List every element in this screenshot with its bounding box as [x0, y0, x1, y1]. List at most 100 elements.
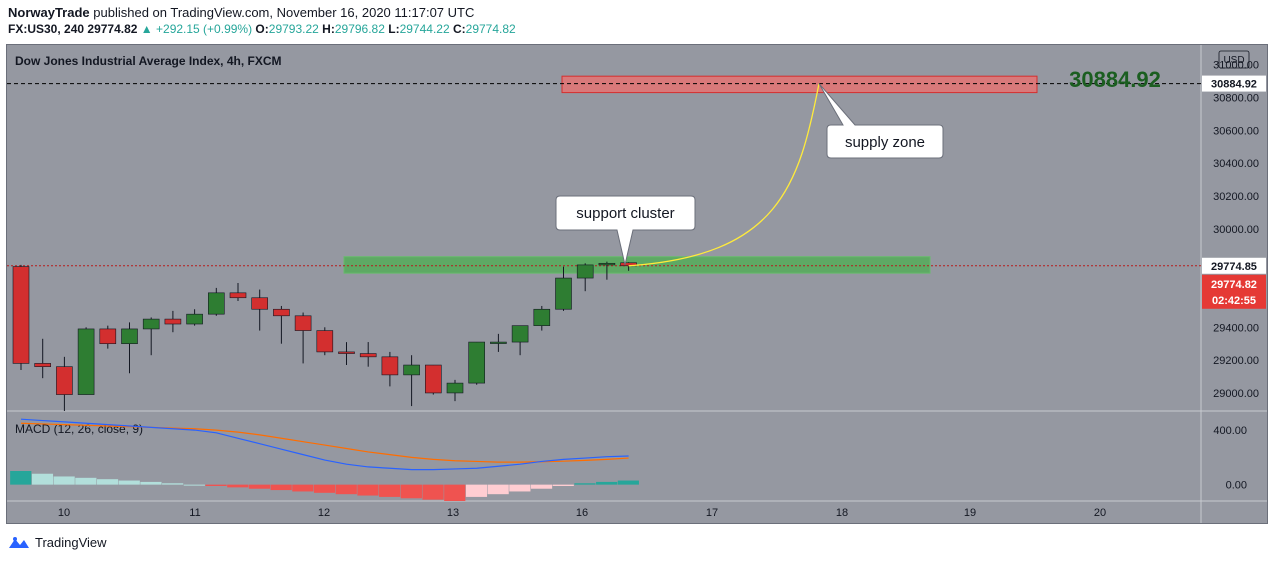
- macd-histogram-bar: [530, 484, 553, 489]
- currency-label: USD: [1223, 55, 1244, 66]
- candle-body: [338, 351, 355, 354]
- macd-histogram-bar: [205, 484, 227, 486]
- candle-body: [620, 262, 637, 267]
- macd-tick-label: 400.00: [1213, 425, 1247, 437]
- candle-body: [403, 364, 420, 376]
- macd-histogram-bar: [487, 484, 509, 495]
- chart-frame: Dow Jones Industrial Average Index, 4h, …: [6, 44, 1268, 524]
- macd-histogram: [10, 471, 639, 501]
- tradingview-logo-icon: [9, 536, 29, 548]
- last-price: 29774.82: [87, 22, 138, 36]
- macd-histogram-bar: [335, 484, 357, 495]
- candle-body: [576, 264, 594, 279]
- macd-axis: 400.00 0.00: [1213, 425, 1247, 492]
- high-label: H:: [322, 22, 335, 36]
- time-tick-label: 17: [706, 507, 718, 519]
- macd-histogram-bar: [118, 480, 140, 485]
- brand-footer[interactable]: TradingView: [8, 535, 107, 550]
- target-price-text: 30884.92: [1069, 67, 1161, 92]
- macd-histogram-bar: [292, 484, 314, 492]
- supply-zone: [561, 75, 1038, 94]
- macd-histogram-bar: [400, 484, 422, 499]
- price-tick-label: 30400.00: [1213, 158, 1259, 170]
- macd-histogram-bar: [422, 484, 444, 500]
- line-tag-bg: [1202, 257, 1266, 274]
- macd-tick-label: 0.00: [1226, 480, 1247, 492]
- macd-histogram-bar: [574, 483, 596, 485]
- candle-body: [251, 297, 268, 310]
- candle-body: [555, 277, 572, 310]
- close-label: C:: [452, 22, 466, 36]
- low-value: 29744.22: [399, 22, 450, 36]
- macd-histogram-bar: [96, 479, 119, 485]
- candle-body: [446, 382, 464, 394]
- line-price-tag: 29774.85: [1202, 257, 1266, 274]
- callout-support-text: support cluster: [576, 205, 674, 222]
- candle-body: [359, 353, 377, 358]
- chart-svg[interactable]: Dow Jones Industrial Average Index, 4h, …: [7, 45, 1267, 523]
- candle-body: [121, 328, 138, 345]
- target-tag-bg: [1202, 75, 1266, 92]
- macd-histogram-bar: [509, 484, 531, 492]
- macd-pane-bg: [7, 411, 1201, 501]
- candle-body: [533, 308, 551, 326]
- macd-histogram-bar: [162, 483, 184, 485]
- macd-histogram-bar: [31, 473, 54, 485]
- price-tick-label: 29000.00: [1213, 388, 1259, 400]
- candle-body: [164, 318, 182, 325]
- candle-body: [273, 308, 290, 317]
- candle-body: [99, 328, 117, 345]
- projection-curve: [628, 83, 820, 267]
- time-axis-bg: [7, 501, 1267, 523]
- last-price-tag: 29774.82 02:42:55: [1202, 274, 1266, 309]
- candle-body: [424, 364, 442, 394]
- callout-support[interactable]: support cluster: [555, 195, 696, 265]
- macd-histogram-bar: [10, 471, 32, 485]
- callout-supply-bubble: [818, 83, 944, 159]
- macd-histogram-bar: [75, 477, 97, 485]
- ohlc-header: FX:US30, 240 29774.82 ▲ +292.15 (+0.99%)…: [8, 22, 516, 36]
- macd-histogram-bar: [379, 484, 401, 497]
- macd-histogram-bar: [444, 484, 466, 501]
- publish-header: NorwayTrade published on TradingView.com…: [8, 5, 474, 20]
- price-tick-label: 30800.00: [1213, 93, 1259, 105]
- candles: [12, 261, 637, 411]
- last-tag-text: 29774.82: [1211, 279, 1257, 291]
- candle-body: [34, 363, 52, 367]
- time-tick-label: 16: [576, 507, 588, 519]
- macd-histogram-bar: [183, 484, 205, 486]
- candle-body: [186, 313, 203, 325]
- price-tick-label: 30600.00: [1213, 125, 1259, 137]
- macd-signal-line: [20, 422, 629, 463]
- time-axis: 10 11 12 13 16 17 18 19 20: [58, 507, 1106, 519]
- high-value: 29796.82: [334, 22, 385, 36]
- macd-histogram-bar: [140, 481, 162, 485]
- candle-body: [142, 318, 160, 330]
- open-value: 29793.22: [268, 22, 319, 36]
- target-price-tag: 30884.92: [1202, 75, 1266, 92]
- price-change: ▲ +292.15 (+0.99%): [140, 22, 253, 36]
- time-tick-label: 12: [318, 507, 330, 519]
- candle-body: [490, 341, 507, 344]
- macd-histogram-bar: [227, 484, 249, 488]
- brand-name: TradingView: [35, 535, 107, 550]
- time-tick-label: 10: [58, 507, 70, 519]
- macd-histogram-bar: [552, 484, 574, 486]
- author-name[interactable]: NorwayTrade: [8, 5, 90, 20]
- macd-histogram-bar: [465, 484, 488, 497]
- publish-info: published on TradingView.com, November 1…: [93, 5, 475, 20]
- price-tick-label: 30000.00: [1213, 224, 1259, 236]
- candle-body: [294, 315, 312, 331]
- price-tick-label: 29400.00: [1213, 322, 1259, 334]
- time-tick-label: 13: [447, 507, 459, 519]
- candle-body: [12, 266, 30, 364]
- line-tag-text: 29774.85: [1211, 261, 1257, 273]
- callout-supply-text: supply zone: [845, 134, 925, 151]
- time-tick-label: 18: [836, 507, 848, 519]
- currency-box[interactable]: [1218, 50, 1250, 69]
- callout-supply[interactable]: supply zone: [818, 83, 944, 159]
- time-tick-label: 11: [189, 507, 200, 519]
- candle-body: [77, 328, 95, 395]
- candle-body: [316, 330, 334, 353]
- time-tick-label: 19: [964, 507, 976, 519]
